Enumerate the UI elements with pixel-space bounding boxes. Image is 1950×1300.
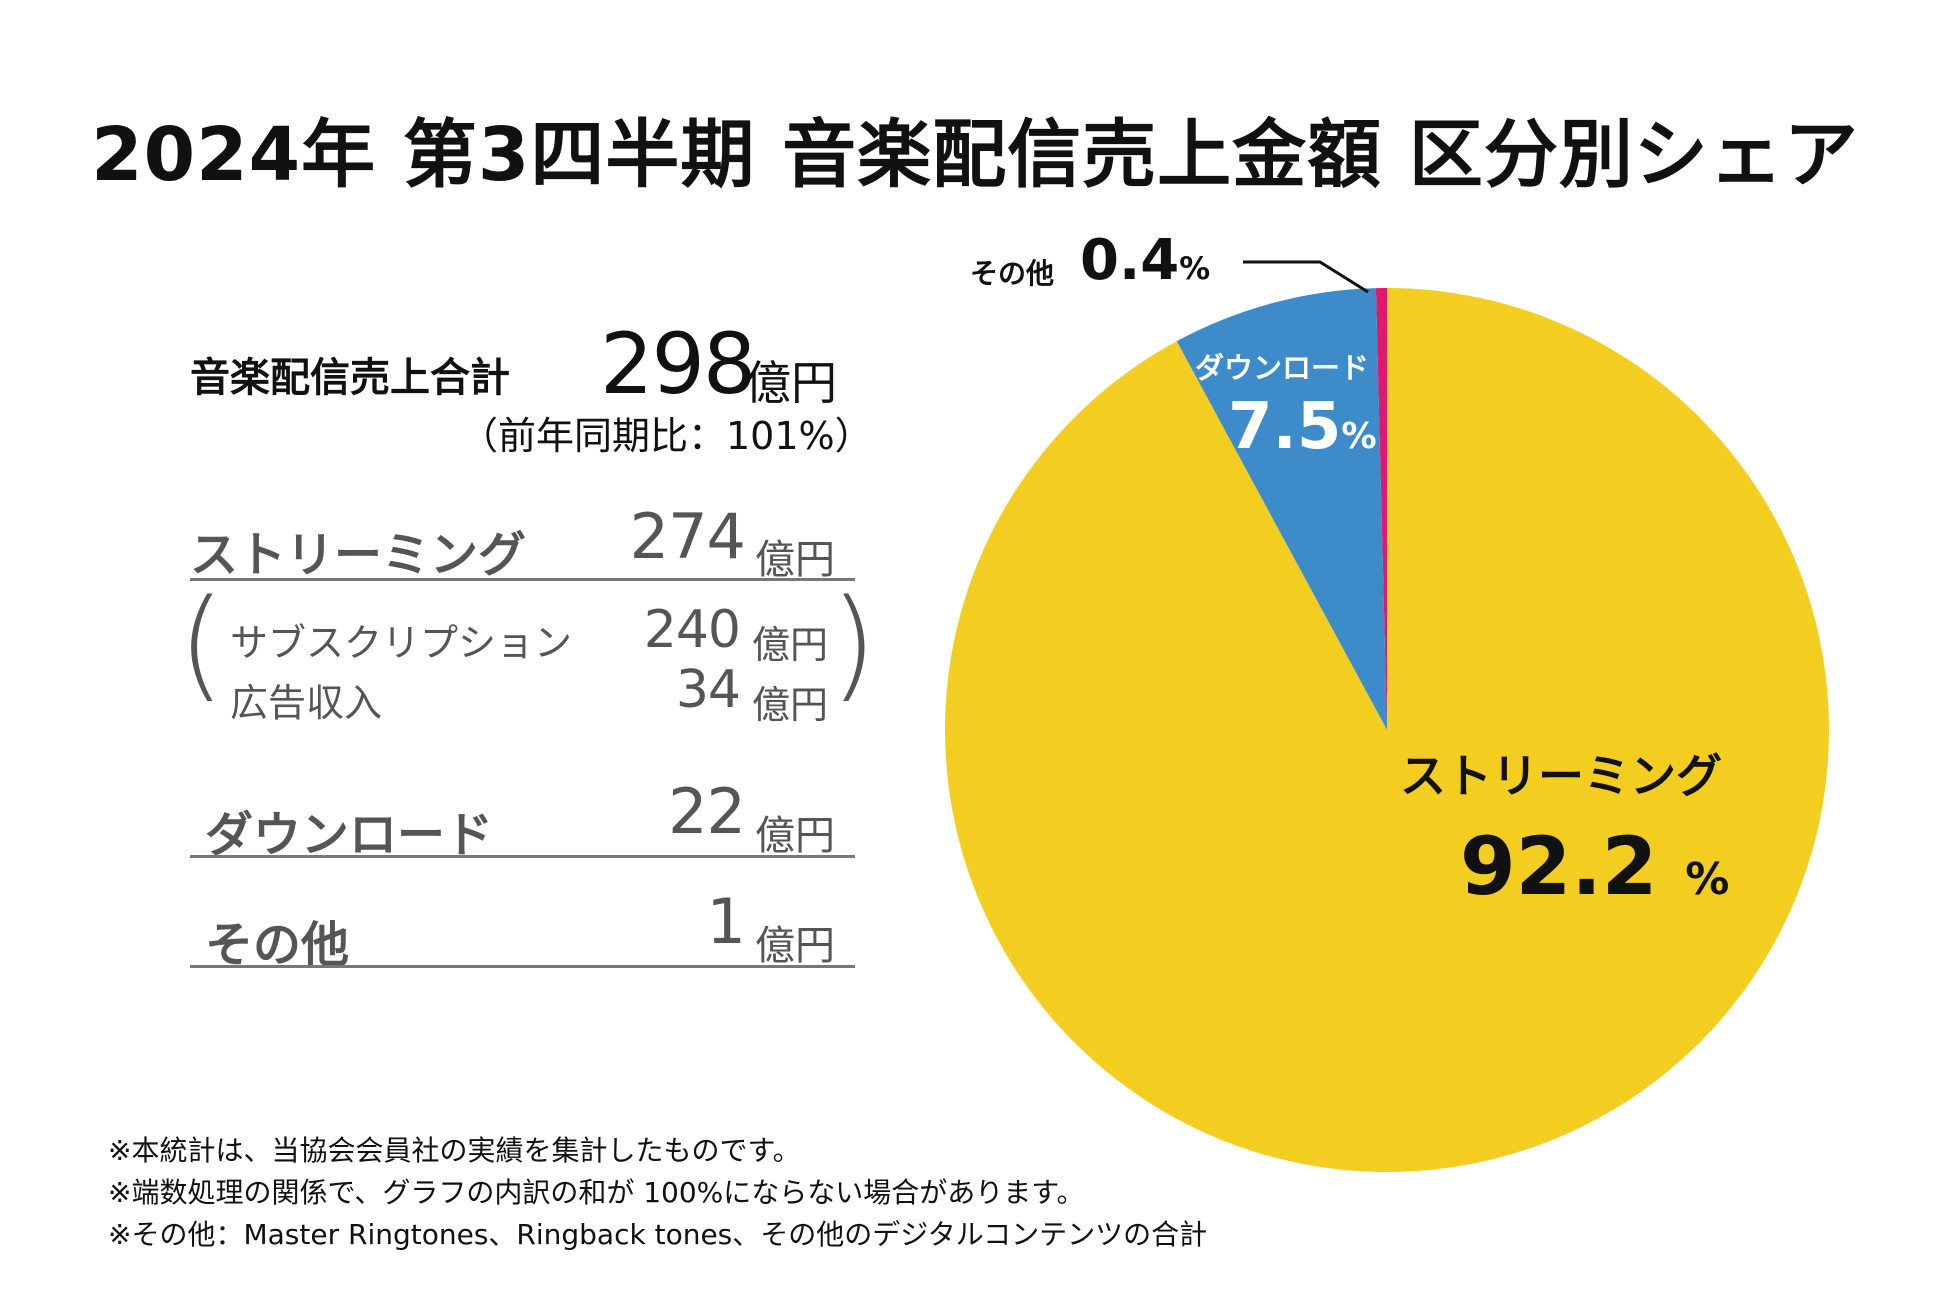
- row-label-download: ダウンロード: [205, 807, 494, 863]
- total-label: 音楽配信売上合計: [190, 355, 510, 401]
- footnotes: ※本統計は、当協会会員社の実績を集計したものです。 ※端数処理の関係で、グラフの…: [108, 1130, 1207, 1256]
- sub-label-subscription: サブスクリプション: [230, 621, 573, 665]
- right-paren: ): [830, 575, 877, 714]
- left-paren: (: [178, 575, 225, 714]
- sub-label-ads: 広告収入: [230, 681, 383, 725]
- pie-slice-streaming: [944, 288, 1829, 1172]
- row-unit-other: 億円: [755, 923, 835, 969]
- sub-value-ads: 34: [675, 660, 741, 720]
- slice-label-other-name: その他: [970, 257, 1055, 290]
- slice-label-streaming-name: ストリーミング: [1400, 749, 1722, 803]
- row-value-other: 1: [706, 885, 746, 958]
- sub-unit-ads: 億円: [752, 683, 829, 727]
- footnote: ※その他：Master Ringtones、Ringback tones、その他…: [108, 1218, 1208, 1251]
- slice-label-download-name: ダウンロード: [1195, 351, 1370, 385]
- divider: [190, 965, 855, 968]
- row-value-streaming: 274: [629, 500, 746, 573]
- total-unit: 億円: [745, 356, 837, 410]
- yoy-comparison: （前年同期比：101%）: [460, 414, 873, 458]
- leader-line: [1243, 260, 1369, 294]
- footnote: ※本統計は、当協会会員社の実績を集計したものです。: [108, 1134, 801, 1167]
- row-value-download: 22: [668, 775, 746, 848]
- divider: [190, 855, 855, 858]
- footnote: ※端数処理の関係で、グラフの内訳の和が 100%にならない場合があります。: [108, 1176, 1085, 1209]
- pie-slice-download: [1176, 288, 1387, 730]
- row-label-other: その他: [205, 917, 350, 973]
- row-unit-streaming: 億円: [755, 537, 835, 583]
- divider: [190, 578, 855, 581]
- row-unit-download: 億円: [755, 813, 835, 859]
- slice-label-download-value: 7.5%: [1228, 390, 1377, 464]
- pie-slice-other: [1375, 288, 1387, 730]
- sub-value-subscription: 240: [643, 600, 741, 660]
- row-label-streaming: ストリーミング: [190, 527, 527, 583]
- total-value: 298: [600, 315, 756, 413]
- chart-title: 2024年 第3四半期 音楽配信売上金額 区分別シェア: [91, 112, 1859, 198]
- slice-label-streaming-value: 92.2 %: [1460, 820, 1730, 913]
- slice-label-other-value: 0.4%: [1080, 228, 1211, 293]
- sub-unit-subscription: 億円: [752, 623, 829, 667]
